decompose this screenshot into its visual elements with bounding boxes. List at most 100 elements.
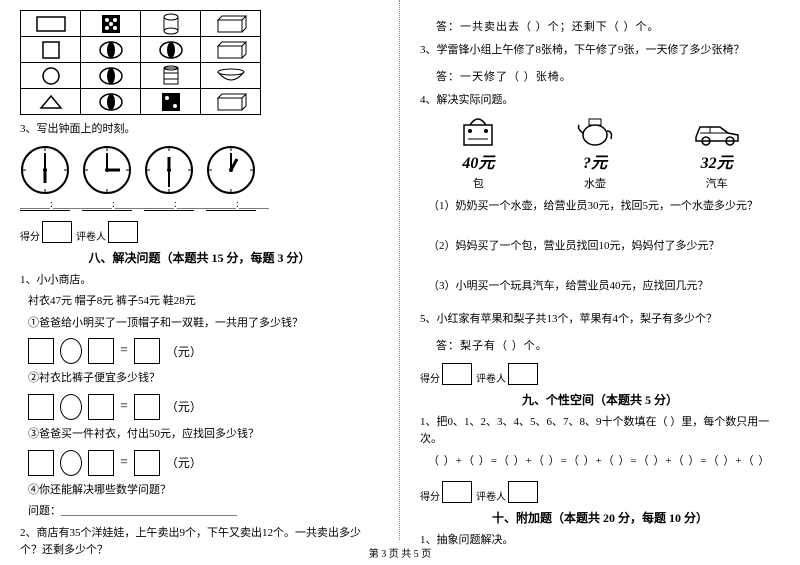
bag-price: 40元 [456, 149, 500, 173]
clock-1: ______:______ [20, 145, 70, 211]
clock-4: ______:______ [206, 145, 256, 211]
q4-3: （3）小明买一个玩具汽车，给营业员40元，应找回几元？ [428, 277, 780, 293]
blank-oval[interactable] [60, 338, 82, 364]
kettle-price: ?元 [573, 149, 617, 173]
bag-icon [456, 113, 500, 149]
section-10-title: 十、附加题（本题共 20 分，每题 10 分） [420, 509, 780, 526]
page-container: 3、写出钟面上的时刻。 ______:______ ______:______ … [0, 0, 800, 540]
time-blank[interactable]: ______:______ [82, 199, 132, 211]
prices-line: 衬衣47元 帽子8元 裤子54元 鞋28元 [28, 293, 379, 311]
q4-text: 4、解决实际问题。 [420, 92, 780, 110]
item-bag: 40元 包 [456, 113, 500, 191]
time-blank[interactable]: ______:______ [206, 199, 256, 211]
score-row-8: 得分 评卷人 [20, 221, 379, 243]
section-9-title: 九、个性空间（本题共 5 分） [420, 391, 780, 408]
sub-q3: ③爸爸买一件衬衣，付出50元，应找回多少钱？ [28, 426, 379, 444]
section-8-title: 八、解决问题（本题共 15 分，每题 3 分） [20, 249, 379, 266]
score-row-9: 得分 评卷人 [420, 363, 780, 385]
score-label: 得分 [420, 370, 440, 385]
q3-clocks-text: 3、写出钟面上的时刻。 [20, 121, 379, 139]
blank-box[interactable] [134, 338, 160, 364]
blank-oval[interactable] [60, 450, 82, 476]
table-row [21, 37, 261, 63]
clock-icon [144, 145, 194, 195]
score-box[interactable] [442, 481, 472, 503]
cell-eye4 [81, 89, 141, 115]
car-label: 汽车 [690, 175, 744, 191]
sub-q1: ①爸爸给小明买了一顶帽子和一双鞋，一共用了多少钱？ [28, 315, 379, 333]
equation-row: = （元） [28, 450, 379, 476]
clocks-row: ______:______ ______:______ ______:_____… [20, 145, 379, 211]
cell-triangle [21, 89, 81, 115]
bag-label: 包 [456, 175, 500, 191]
page-footer: 第 3 页 共 5 页 [0, 545, 800, 560]
items-row: 40元 包 ?元 水壶 32元 汽车 [420, 113, 780, 191]
cell-rect [21, 11, 81, 37]
unit-yuan: （元） [166, 398, 202, 415]
cell-circle [21, 63, 81, 89]
sub-q2: ②衬衣比裤子便宜多少钱？ [28, 370, 379, 388]
score-box[interactable] [42, 221, 72, 243]
score-box[interactable] [442, 363, 472, 385]
clock-3: ______:______ [144, 145, 194, 211]
blank-box[interactable] [134, 394, 160, 420]
car-price: 32元 [690, 149, 744, 173]
q3-text: 3、学雷锋小组上午修了8张椅，下午修了9张，一天修了多少张椅？ [420, 42, 780, 60]
shapes-table [20, 10, 261, 115]
answer-5[interactable]: 答：梨子有（ ）个。 [436, 337, 780, 353]
unit-yuan: （元） [166, 454, 202, 471]
answer-3[interactable]: 答：一天修了（ ）张椅。 [436, 68, 780, 84]
q5-text: 5、小红家有苹果和梨子共13个，苹果有4个，梨子有多少个？ [420, 311, 780, 329]
unit-yuan: （元） [166, 343, 202, 360]
cell-bowl [201, 63, 261, 89]
equals-sign: = [120, 455, 128, 471]
table-row [21, 11, 261, 37]
s9-eq[interactable]: （ ）+（ ）=（ ）+（ ）=（ ）+（ ）=（ ）+（ ）=（ ）+（ ） [428, 453, 780, 471]
blank-box[interactable] [88, 338, 114, 364]
cell-eye2 [141, 37, 201, 63]
blank-box[interactable] [134, 450, 160, 476]
blank-box[interactable] [88, 394, 114, 420]
sub-q4-line[interactable]: 问题：________________________________ [28, 503, 379, 521]
reviewer-box[interactable] [108, 221, 138, 243]
cell-cuboid2 [201, 37, 261, 63]
sub-q4: ④你还能解决哪些数学问题？ [28, 482, 379, 500]
s9-q1: 1、把0、1、2、3、4、5、6、7、8、9十个数填在（ ）里，每个数只用一次。 [420, 414, 780, 449]
reviewer-label: 评卷人 [476, 370, 506, 385]
cell-cuboid [201, 11, 261, 37]
right-column: 答：一共卖出去（ ）个；还剩下（ ）个。 3、学雷锋小组上午修了8张椅，下午修了… [400, 0, 800, 540]
blank-box[interactable] [28, 338, 54, 364]
reviewer-box[interactable] [508, 481, 538, 503]
left-column: 3、写出钟面上的时刻。 ______:______ ______:______ … [0, 0, 400, 540]
cell-can [141, 63, 201, 89]
cell-dice [81, 11, 141, 37]
cell-cuboid3 [201, 89, 261, 115]
time-blank[interactable]: ______:______ [20, 199, 70, 211]
blank-box[interactable] [28, 394, 54, 420]
q4-1: （1）奶奶买一个水壶，给营业员30元，找回5元，一个水壶多少元？ [428, 197, 780, 213]
score-label: 得分 [420, 488, 440, 503]
clock-icon [82, 145, 132, 195]
score-row-10: 得分 评卷人 [420, 481, 780, 503]
equation-row: = （元） [28, 338, 379, 364]
reviewer-label: 评卷人 [476, 488, 506, 503]
cell-square [21, 37, 81, 63]
blank-box[interactable] [28, 450, 54, 476]
clock-2: ______:______ [82, 145, 132, 211]
kettle-label: 水壶 [573, 175, 617, 191]
cell-cylinder [141, 11, 201, 37]
time-blank[interactable]: ______:______ [144, 199, 194, 211]
answer-2[interactable]: 答：一共卖出去（ ）个；还剩下（ ）个。 [436, 18, 780, 34]
q4-2: （2）妈妈买了一个包，营业员找回10元，妈妈付了多少元？ [428, 237, 780, 253]
blank-box[interactable] [88, 450, 114, 476]
equals-sign: = [120, 343, 128, 359]
reviewer-label: 评卷人 [76, 228, 106, 243]
car-icon [690, 113, 744, 149]
equation-row: = （元） [28, 394, 379, 420]
cell-eye3 [81, 63, 141, 89]
blank-oval[interactable] [60, 394, 82, 420]
clock-icon [20, 145, 70, 195]
clock-icon [206, 145, 256, 195]
item-car: 32元 汽车 [690, 113, 744, 191]
reviewer-box[interactable] [508, 363, 538, 385]
